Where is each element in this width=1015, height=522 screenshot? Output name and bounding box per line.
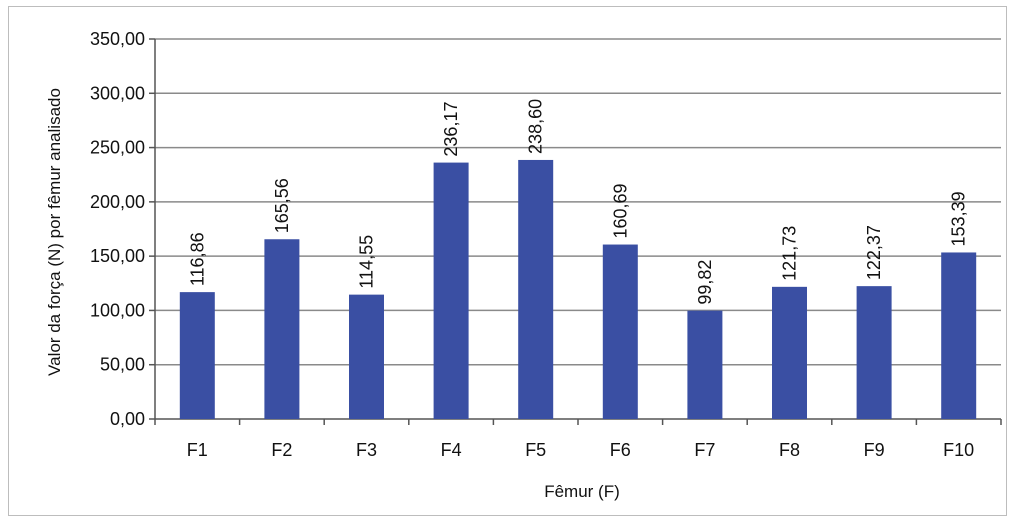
data-label: 99,82 xyxy=(695,260,715,305)
y-tick-label: 250,00 xyxy=(90,138,145,158)
x-tick-label: F7 xyxy=(694,440,715,460)
bar xyxy=(264,239,300,419)
y-tick-labels: 0,00 50,00 100,00 150,00 200,00 250,00 300,00 3… xyxy=(90,29,145,429)
data-labels: 116,86 165,56 114,55 236,17 238,60 160,69 99,8… xyxy=(187,99,968,305)
data-label: 121,73 xyxy=(780,226,800,281)
x-tick-label: F1 xyxy=(187,440,208,460)
bar xyxy=(602,244,638,419)
bar xyxy=(941,252,977,419)
y-tick-label: 50,00 xyxy=(100,355,145,375)
y-tick-label: 300,00 xyxy=(90,83,145,103)
data-label: 236,17 xyxy=(441,102,461,157)
data-label: 122,37 xyxy=(864,225,884,280)
x-tick-label: F8 xyxy=(779,440,800,460)
data-label: 238,60 xyxy=(526,99,546,154)
x-tick-label: F10 xyxy=(943,440,974,460)
y-tick-label: 150,00 xyxy=(90,246,145,266)
bar xyxy=(856,286,892,419)
x-tick-label: F6 xyxy=(610,440,631,460)
y-tick-label: 350,00 xyxy=(90,29,145,49)
bar xyxy=(179,292,215,419)
x-tick-labels: F1 F2 F3 F4 F5 F6 F7 F8 F9 F10 xyxy=(187,440,974,460)
data-label: 114,55 xyxy=(357,235,377,289)
bar xyxy=(349,294,384,419)
x-tick-label: F5 xyxy=(525,440,546,460)
data-label: 160,69 xyxy=(610,183,630,238)
y-tick-label: 100,00 xyxy=(90,300,145,320)
data-label: 153,39 xyxy=(949,191,969,246)
x-tick-label: F3 xyxy=(356,440,377,460)
y-axis-title: Valor da força (N) por fêmur analisado xyxy=(45,88,64,376)
bar xyxy=(687,310,723,419)
x-axis-title: Fêmur (F) xyxy=(544,482,620,501)
data-label: 165,56 xyxy=(272,178,292,233)
y-tick-label: 200,00 xyxy=(90,192,145,212)
x-tick-label: F9 xyxy=(864,440,885,460)
y-tick-label: 0,00 xyxy=(110,409,145,429)
x-tick-label: F4 xyxy=(441,440,462,460)
chart-frame xyxy=(8,6,1007,516)
bar xyxy=(518,159,554,419)
bar xyxy=(772,286,807,419)
bars xyxy=(179,159,977,419)
data-label: 116,86 xyxy=(187,232,207,286)
x-tick-label: F2 xyxy=(271,440,292,460)
bar xyxy=(433,162,469,419)
